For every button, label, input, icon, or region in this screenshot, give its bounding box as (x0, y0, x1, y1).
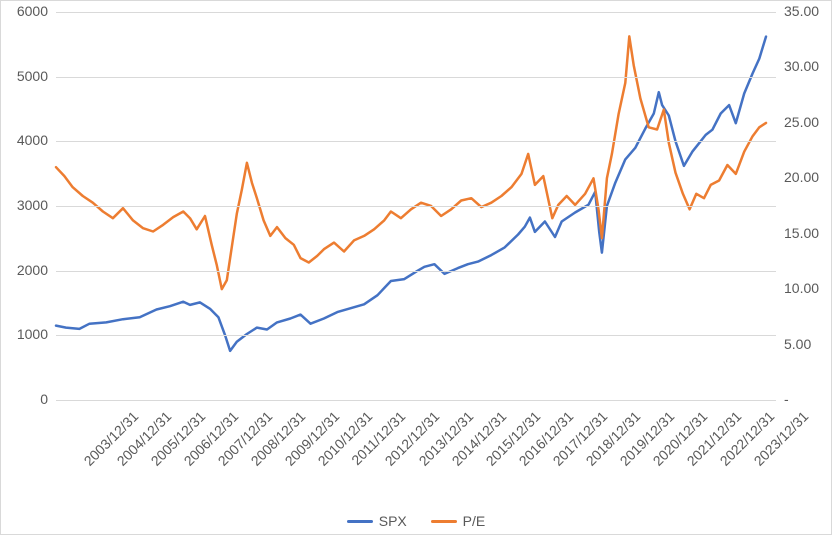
legend-item-spx: SPX (347, 513, 407, 529)
y-left-tick-label: 0 (0, 391, 48, 407)
y-left-tick-label: 6000 (0, 3, 48, 19)
y-right-tick-label: - (784, 391, 789, 407)
dual-axis-line-chart: 0 1000 2000 3000 4000 5000 6000 - 5.00 10.00 15.0… (0, 0, 832, 535)
grid-line (56, 206, 776, 207)
series-line-spx (56, 37, 766, 351)
grid-line (56, 400, 776, 401)
y-left-tick-label: 4000 (0, 132, 48, 148)
legend-item-pe: P/E (431, 513, 486, 529)
grid-line (56, 271, 776, 272)
legend-label-pe: P/E (463, 513, 486, 529)
legend-swatch-pe (431, 520, 457, 523)
series-line-pe (56, 36, 766, 289)
y-right-tick-label: 5.00 (784, 336, 811, 352)
y-left-tick-label: 3000 (0, 197, 48, 213)
y-left-tick-label: 1000 (0, 326, 48, 342)
grid-line (56, 335, 776, 336)
grid-line (56, 12, 776, 13)
grid-line (56, 141, 776, 142)
y-right-tick-label: 35.00 (784, 3, 819, 19)
legend-label-spx: SPX (379, 513, 407, 529)
y-left-tick-label: 5000 (0, 68, 48, 84)
y-right-tick-label: 15.00 (784, 225, 819, 241)
grid-line (56, 77, 776, 78)
legend: SPX P/E (0, 510, 832, 530)
y-right-tick-label: 25.00 (784, 114, 819, 130)
y-right-tick-label: 20.00 (784, 169, 819, 185)
legend-swatch-spx (347, 520, 373, 523)
y-left-tick-label: 2000 (0, 262, 48, 278)
y-right-tick-label: 10.00 (784, 280, 819, 296)
y-right-tick-label: 30.00 (784, 58, 819, 74)
